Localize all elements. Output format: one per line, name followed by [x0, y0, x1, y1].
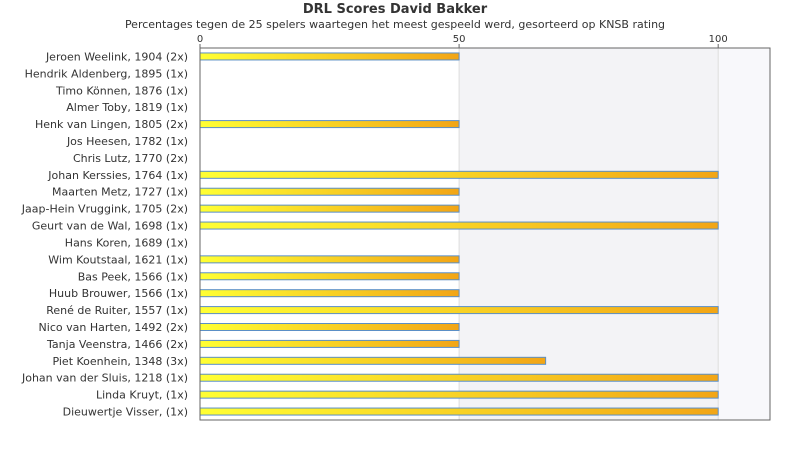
- category-label: Geurt van de Wal, 1698 (1x): [32, 220, 188, 233]
- bar: [199, 221, 719, 230]
- bar: [199, 170, 719, 179]
- x-tick-label: 0: [197, 34, 203, 45]
- category-label: Almer Toby, 1819 (1x): [66, 101, 188, 114]
- plot-band: [718, 48, 770, 420]
- category-label: Jaap-Hein Vruggink, 1705 (2x): [21, 203, 188, 216]
- x-tick-label: 50: [453, 34, 466, 45]
- category-label: Piet Koenhein, 1348 (3x): [52, 355, 188, 368]
- category-label: Hans Koren, 1689 (1x): [65, 236, 188, 249]
- category-label: Huub Brouwer, 1566 (1x): [49, 287, 188, 300]
- category-label: Johan van der Sluis, 1218 (1x): [21, 372, 188, 385]
- bar: [199, 204, 460, 213]
- category-label: René de Ruiter, 1557 (1x): [46, 304, 188, 317]
- bar: [199, 255, 460, 264]
- bar: [199, 356, 547, 365]
- bar: [199, 187, 460, 196]
- category-label: Wim Koutstaal, 1621 (1x): [48, 253, 188, 266]
- bar: [199, 306, 719, 315]
- bar: [199, 272, 460, 281]
- bar: [199, 289, 460, 298]
- category-label: Maarten Metz, 1727 (1x): [52, 186, 188, 199]
- category-label: Bas Peek, 1566 (1x): [78, 270, 188, 283]
- bar: [199, 373, 719, 382]
- bar: [199, 339, 460, 348]
- category-label: Johan Kerssies, 1764 (1x): [47, 169, 188, 182]
- category-label: Henk van Lingen, 1805 (2x): [35, 118, 188, 131]
- category-label: Jos Heesen, 1782 (1x): [66, 135, 188, 148]
- chart-title: DRL Scores David Bakker: [302, 2, 488, 17]
- category-label: Tanja Veenstra, 1466 (2x): [46, 338, 188, 351]
- bar: [199, 407, 719, 416]
- category-label: Timo Können, 1876 (1x): [55, 84, 188, 97]
- bar: [199, 120, 460, 129]
- bar: [199, 323, 460, 331]
- category-label: Linda Kruyt, (1x): [96, 389, 188, 402]
- bar: [199, 52, 460, 61]
- category-label: Hendrik Aldenberg, 1895 (1x): [25, 67, 188, 80]
- bar: [199, 390, 719, 399]
- chart-subtitle: Percentages tegen de 25 spelers waartege…: [124, 18, 666, 31]
- category-label: Nico van Harten, 1492 (2x): [39, 321, 188, 334]
- x-tick-label: 100: [709, 34, 728, 45]
- plot-frame: [199, 47, 771, 421]
- category-label: Dieuwertje Visser, (1x): [63, 406, 188, 419]
- category-label: Chris Lutz, 1770 (2x): [73, 152, 188, 165]
- category-label: Jeroen Weelink, 1904 (2x): [45, 50, 188, 63]
